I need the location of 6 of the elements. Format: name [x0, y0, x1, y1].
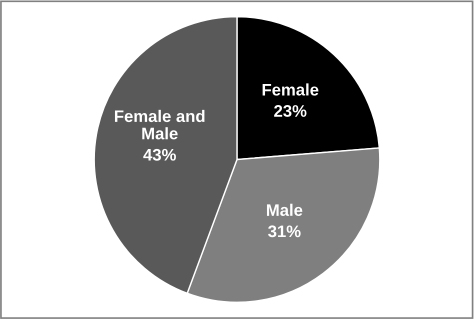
slice-label: Female and Male [114, 110, 204, 140]
data-label: 43% [143, 148, 176, 161]
data-label: 23% [274, 105, 306, 117]
slice-label: Female [262, 83, 318, 96]
slice-label: Male [266, 204, 302, 216]
data-label: 31% [268, 225, 301, 238]
